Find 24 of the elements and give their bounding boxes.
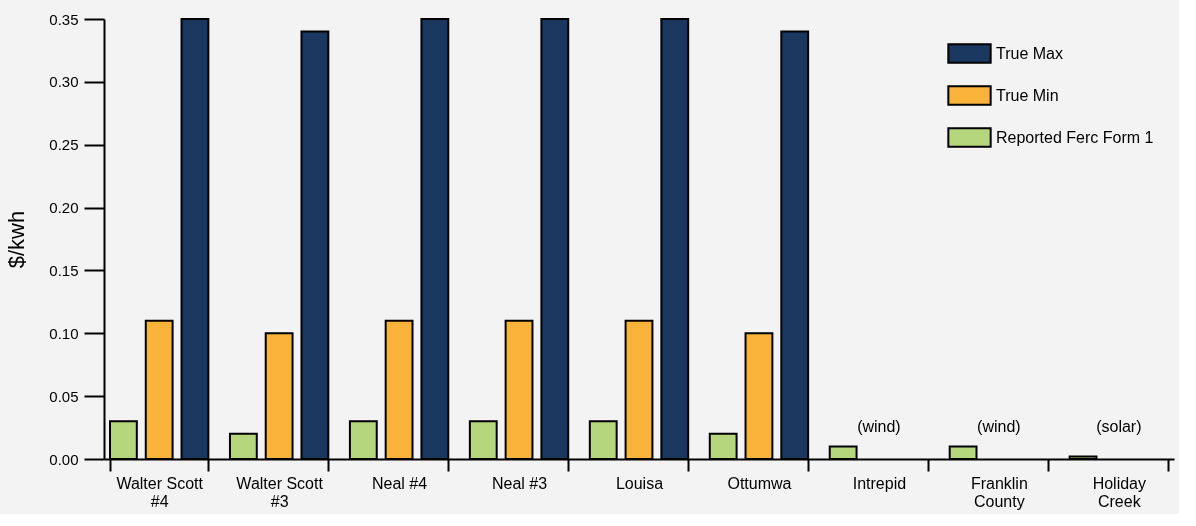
legend-label: True Max [996,44,1063,62]
x-tick-label: Walter Scott #3 [236,474,324,510]
y-tick-label: 0.35 [49,10,79,28]
x-tick-label: Neal #4 [372,474,428,492]
annotation: (wind) [857,418,901,435]
legend-label: Reported Ferc Form 1 [996,128,1154,146]
y-tick-label: 0.15 [49,261,79,279]
x-tick-label: Ottumwa [727,474,792,492]
x-tick-label: Walter Scott #4 [116,474,204,510]
x-tick-label: Louisa [615,474,664,492]
x-tick-label: Franklin County [970,474,1028,510]
legend-label: True Min [996,86,1059,104]
y-tick-label: 0.05 [49,387,79,405]
y-tick-label: 0.00 [49,450,79,468]
y-tick-label: 0.20 [49,199,79,217]
x-tick-label: Intrepid [852,474,907,492]
y-axis-title: $/kwh [4,210,30,269]
y-tick-label: 0.10 [49,324,79,342]
y-tick-label: 0.25 [49,136,79,154]
x-tick-label: Neal #3 [491,474,548,492]
annotation: (wind) [977,418,1021,435]
annotation: (solar) [1096,418,1142,435]
y-tick-label: 0.30 [49,73,79,91]
x-tick-label: Holiday Creek [1092,474,1146,510]
